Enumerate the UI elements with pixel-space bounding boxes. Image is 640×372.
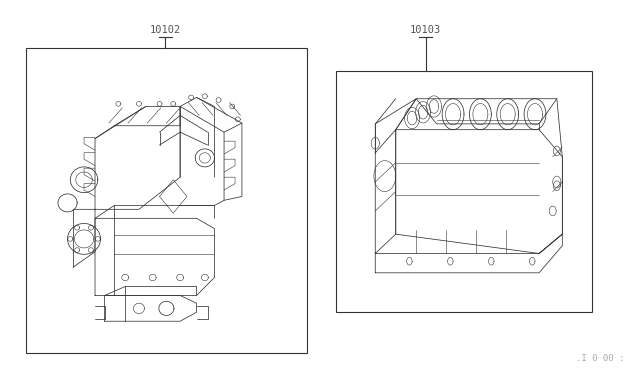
Text: .I 0 00 :: .I 0 00 : [575, 354, 624, 363]
Text: 10102: 10102 [150, 25, 180, 35]
Bar [336, 71, 592, 312]
Bar [26, 48, 307, 353]
Text: 10103: 10103 [410, 25, 441, 35]
